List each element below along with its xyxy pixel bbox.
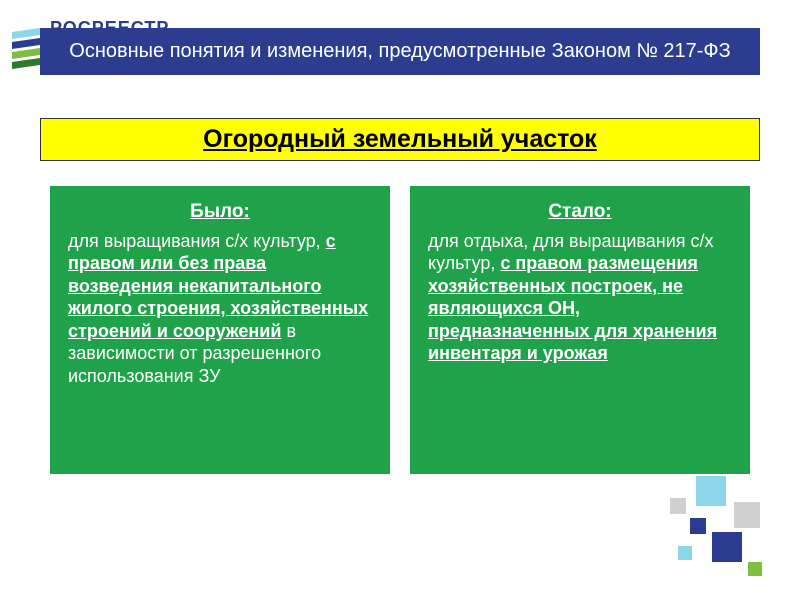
logo-stripe-1 bbox=[12, 28, 40, 39]
column-before-pretext: для выращивания с/х культур, bbox=[68, 231, 326, 251]
logo-stripe-2 bbox=[12, 38, 40, 49]
decorative-squares bbox=[630, 470, 770, 580]
column-after-title: Стало: bbox=[428, 200, 732, 224]
column-after: Стало: для отдыха, для выращивания с/х к… bbox=[410, 186, 750, 474]
column-before-title: Было: bbox=[68, 200, 372, 224]
deco-sq-1 bbox=[670, 498, 686, 514]
slide-header: Основные понятия и изменения, предусмотр… bbox=[40, 28, 760, 75]
deco-sq-2 bbox=[696, 476, 726, 506]
deco-sq-3 bbox=[734, 502, 760, 528]
logo-stripes bbox=[12, 30, 40, 90]
logo-stripe-3 bbox=[12, 48, 40, 59]
deco-sq-5 bbox=[712, 532, 742, 562]
logo-stripe-4 bbox=[12, 58, 40, 69]
deco-sq-4 bbox=[690, 518, 706, 534]
column-before: Было: для выращивания с/х культур, с пра… bbox=[50, 186, 390, 474]
deco-sq-7 bbox=[678, 546, 692, 560]
section-title: Огородный земельный участок bbox=[40, 118, 760, 161]
deco-sq-6 bbox=[748, 562, 762, 576]
